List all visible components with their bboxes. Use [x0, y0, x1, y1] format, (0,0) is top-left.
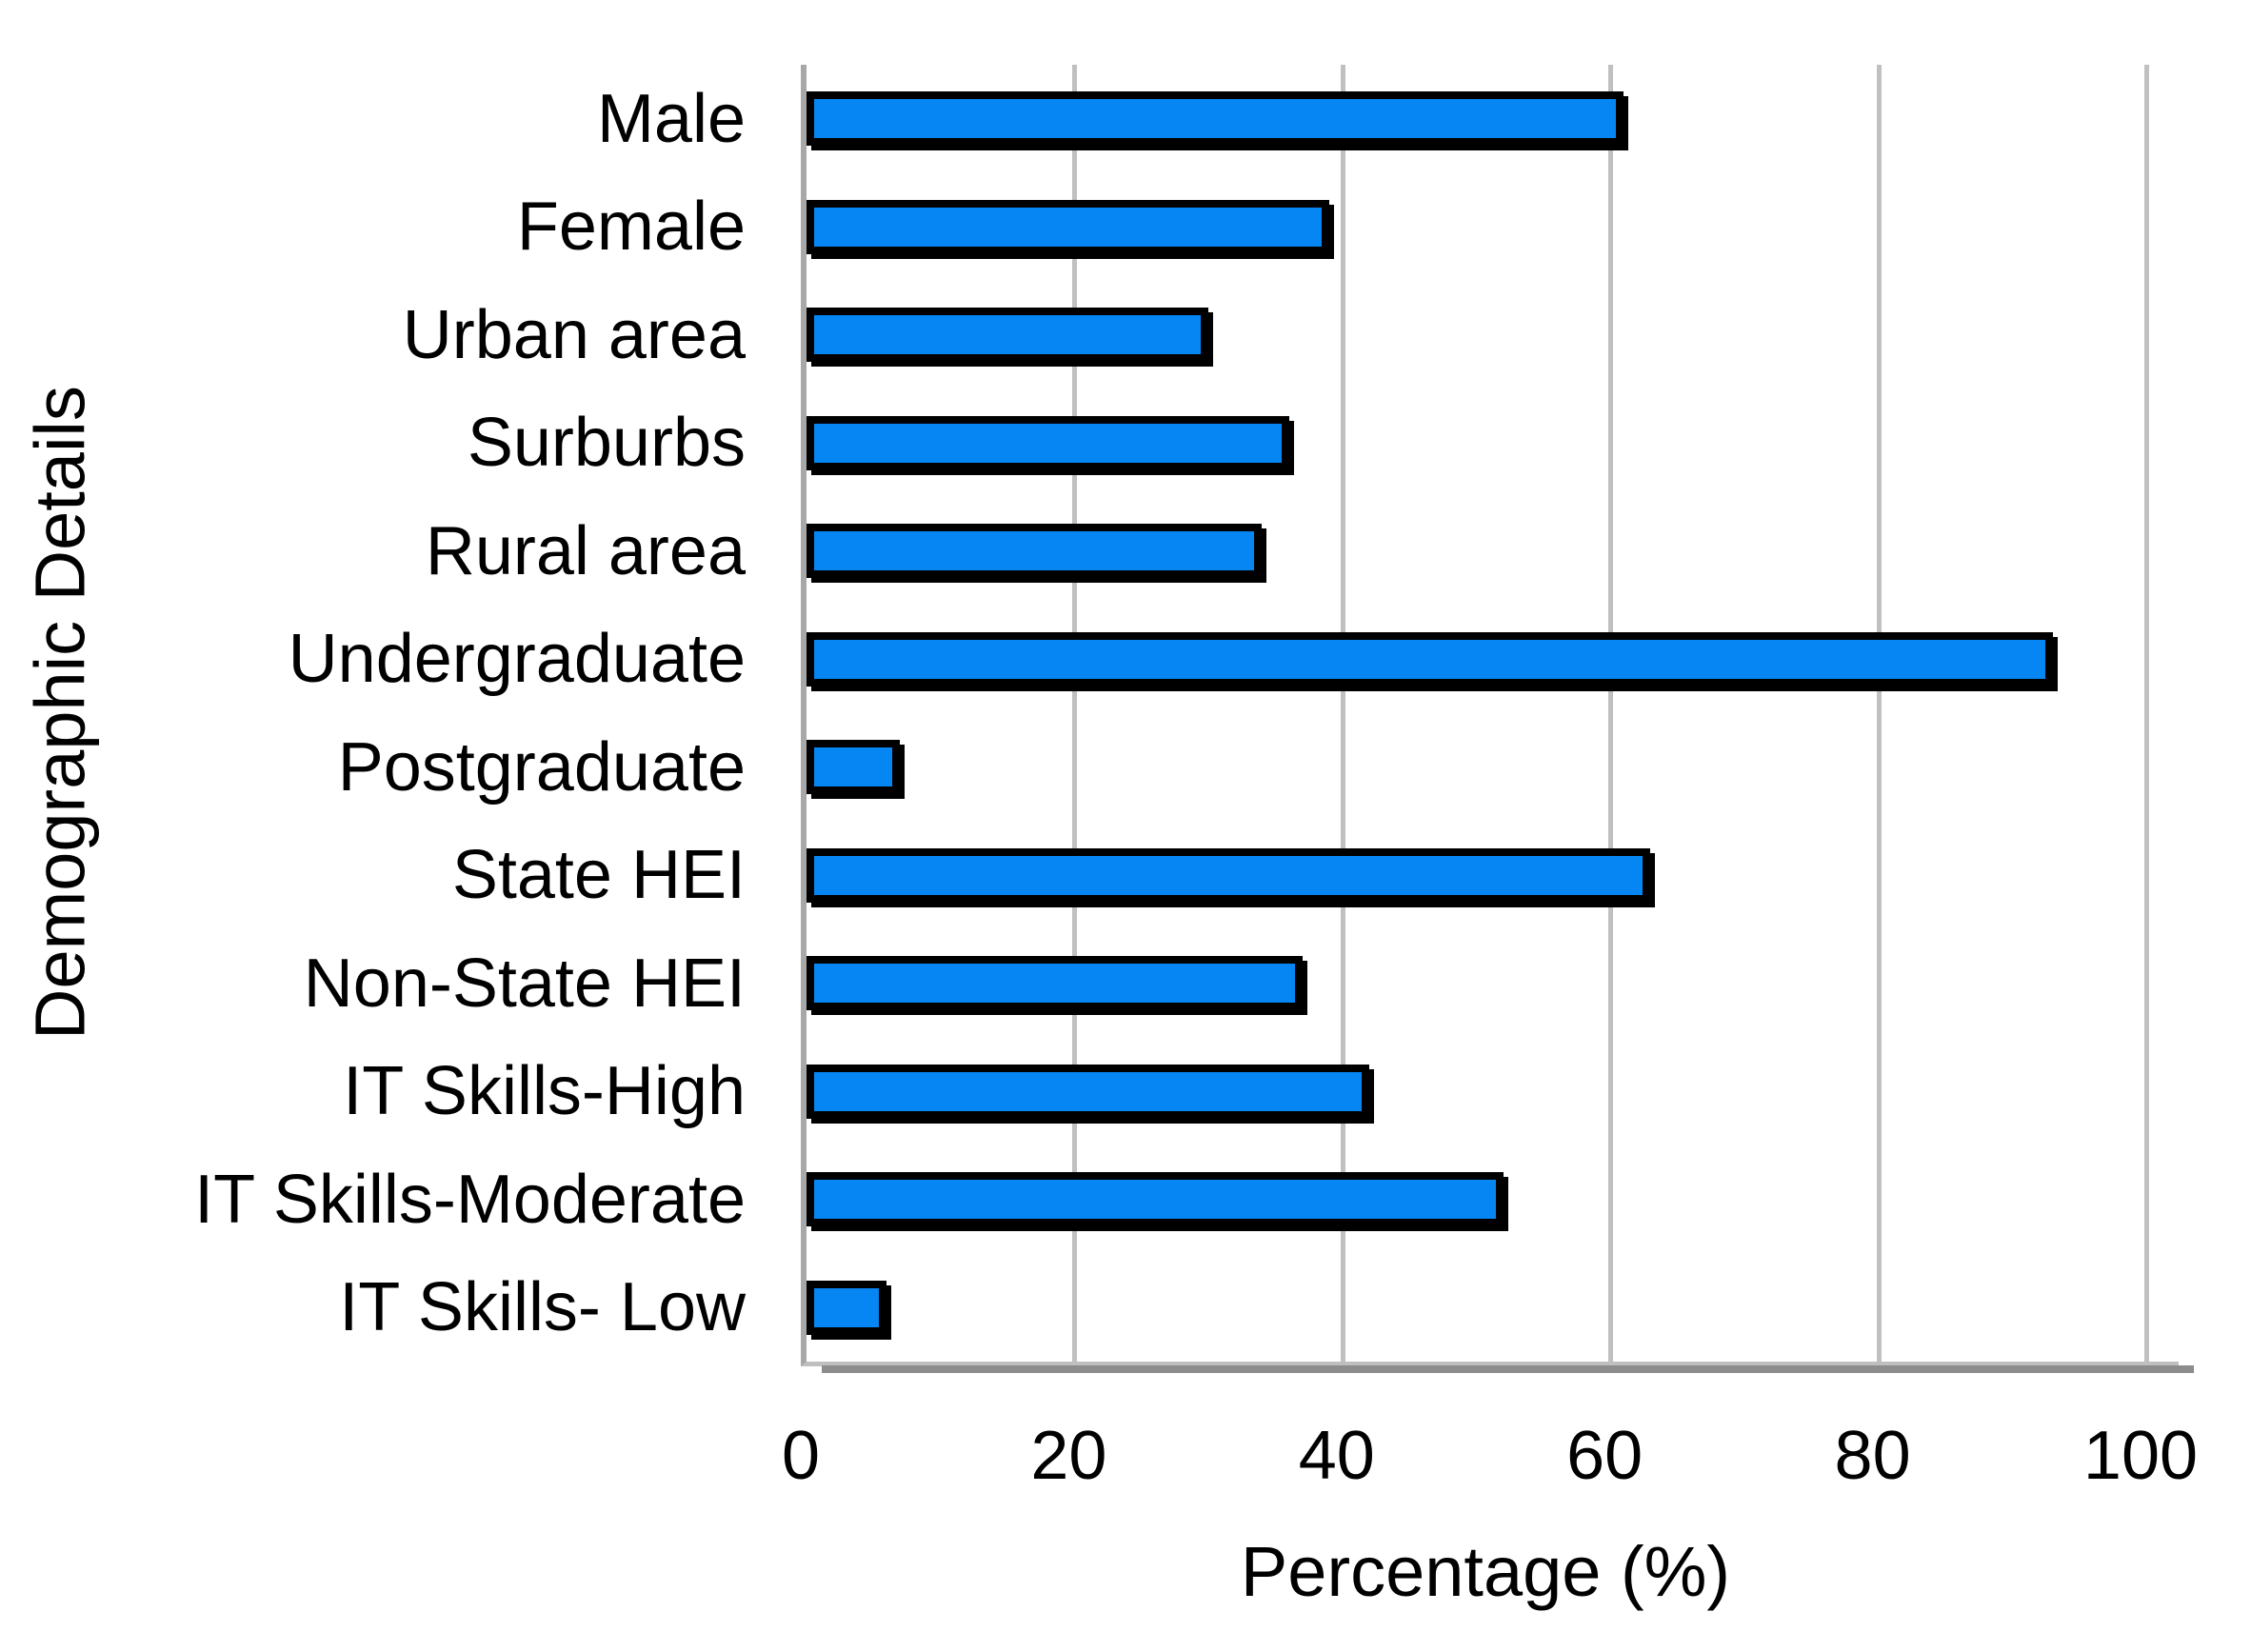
x-tick-label: 40 [1298, 1418, 1375, 1494]
gridline [1340, 65, 1345, 1362]
bar-row [807, 65, 2179, 173]
bar-it-skills-low [807, 1280, 887, 1335]
bar-row [807, 497, 2179, 606]
category-label: Surburbs [467, 405, 746, 482]
gridline [1876, 65, 1882, 1362]
category-label: Non-State HEI [303, 945, 746, 1022]
bar-rows [807, 65, 2179, 1362]
bar-row [807, 929, 2179, 1038]
category-label: Rural area [425, 512, 746, 589]
category-label: Postgraduate [337, 728, 746, 806]
bar-row [807, 1254, 2179, 1363]
gridline [2144, 65, 2149, 1362]
x-axis-ticks: 0 20 40 60 80 100 [0, 1417, 2251, 1503]
bar-urban-area [807, 308, 1209, 363]
category-label: Undergraduate [288, 621, 746, 698]
bar-row [807, 1038, 2179, 1146]
x-tick-label: 80 [1834, 1418, 1911, 1494]
category-label: IT Skills- Low [339, 1269, 746, 1346]
category-label: Urban area [402, 296, 746, 373]
bar-row [807, 822, 2179, 930]
x-tick-label: 20 [1030, 1418, 1107, 1494]
bar-female [807, 199, 1329, 254]
bar-postgraduate [807, 740, 901, 795]
bar-rural-area [807, 524, 1263, 579]
gridline [1608, 65, 1614, 1362]
x-tick-label: 0 [781, 1418, 821, 1494]
x-tick-label: 60 [1566, 1418, 1643, 1494]
bar-row [807, 1145, 2179, 1254]
bar-row [807, 713, 2179, 822]
category-label: Female [516, 189, 746, 266]
x-axis-title: Percentage (%) [1240, 1532, 1731, 1611]
plot-area-shadow [822, 1365, 2194, 1373]
bar-row [807, 281, 2179, 389]
category-label: Male [596, 80, 746, 157]
bar-row [807, 606, 2179, 714]
category-label: State HEI [451, 837, 746, 914]
x-tick-label: 100 [2082, 1418, 2199, 1494]
category-label: IT Skills-High [343, 1053, 746, 1130]
category-label: IT Skills-Moderate [194, 1161, 746, 1238]
bar-surburbs [807, 415, 1289, 470]
bar-state-hei [807, 847, 1651, 903]
bar-row [807, 389, 2179, 498]
bar-non-state-hei [807, 956, 1303, 1011]
category-labels: Male Female Urban area Surburbs Rural area Un… [0, 65, 774, 1362]
bar-undergraduate [807, 631, 2053, 687]
bar-it-skills-moderate [807, 1172, 1504, 1227]
bar-row [807, 173, 2179, 282]
bar-male [807, 91, 1624, 147]
bar-it-skills-high [807, 1064, 1369, 1119]
plot-area [801, 65, 2194, 1373]
gridline [1072, 65, 1078, 1362]
